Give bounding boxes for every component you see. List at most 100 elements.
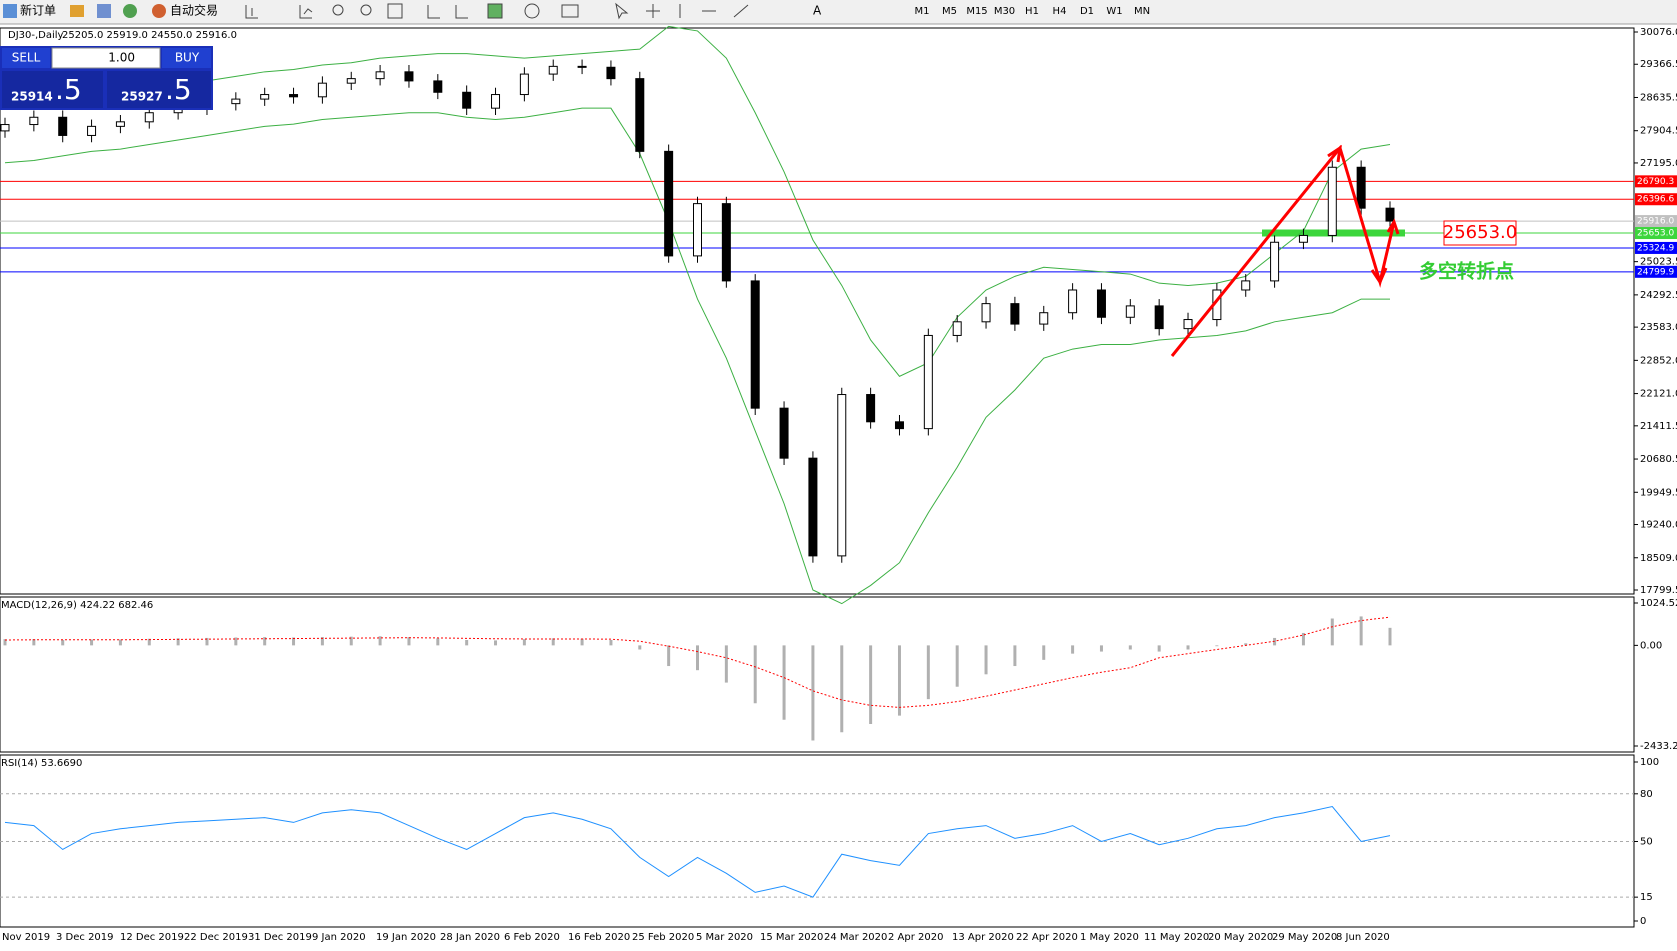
y-tick-label: 50 (1640, 837, 1653, 848)
icon[interactable] (70, 5, 84, 17)
y-tick-label: 15 (1640, 892, 1653, 903)
candle-body (1356, 166, 1366, 209)
sell-price[interactable]: 25914 (11, 90, 53, 104)
tile[interactable] (387, 3, 403, 19)
timeframe[interactable]: M5 (942, 6, 957, 17)
arrow-heads (1327, 144, 1400, 286)
icon[interactable] (123, 4, 137, 18)
x-tick-label: 25 Feb 2020 (632, 932, 694, 943)
level-tag (1635, 227, 1677, 240)
candle-body (721, 203, 731, 282)
candle-body (29, 116, 39, 126)
y-tick-label: 30076.0 (1640, 27, 1677, 38)
annotation-note: 多空转折点 (1419, 260, 1514, 283)
x-tick-label: 22 Dec 2019 (184, 932, 248, 943)
x-tick-label: 16 Feb 2020 (568, 932, 630, 943)
x-tick-label: 13 Apr 2020 (952, 932, 1014, 943)
candle-body (491, 94, 501, 109)
icon[interactable] (427, 2, 749, 20)
buy-price[interactable]: 25927 (121, 90, 163, 104)
icon[interactable] (245, 5, 313, 19)
sell-button[interactable] (2, 48, 50, 68)
zoom-out[interactable] (360, 4, 372, 16)
x-tick-label: 22 Apr 2020 (1016, 932, 1078, 943)
sell-label[interactable]: SELL (12, 51, 41, 65)
level-tag (1635, 193, 1677, 206)
y-tick-label: 27195.0 (1640, 158, 1677, 169)
candle-body (1327, 166, 1337, 236)
buy-price-box[interactable] (107, 71, 211, 108)
buy-price-fraction[interactable]: .5 (165, 73, 192, 106)
candle-body (462, 91, 472, 109)
y-tick-label: 19949.5 (1640, 487, 1677, 498)
timeframe[interactable]: H4 (1053, 6, 1067, 17)
x-tick-label: 15 Mar 2020 (760, 932, 823, 943)
y-tick-label: 1024.52 (1640, 598, 1677, 609)
timeframe[interactable]: M30 (994, 6, 1015, 17)
buy-button[interactable] (162, 48, 211, 68)
sell-price-box[interactable] (2, 71, 103, 108)
candle-body (750, 280, 760, 409)
x-tick-label: Nov 2019 (2, 932, 50, 943)
auto-trading-icon[interactable] (152, 4, 166, 18)
bollinger-upper (4, 25, 1391, 377)
candle-body (375, 71, 385, 80)
candle-body (115, 121, 125, 127)
y-tick-label: 29366.5 (1640, 59, 1677, 70)
timeframe[interactable]: W1 (1106, 6, 1122, 17)
candle-body (606, 66, 616, 80)
lots-input[interactable] (51, 47, 161, 69)
level-label: 25916.0 (1637, 217, 1674, 227)
trend-arrows (1170, 144, 1396, 357)
y-tick-label: 28635.5 (1640, 92, 1677, 103)
y-tick-label: 0 (1640, 916, 1646, 927)
timeframe-bar: M1 M5 M15 M30 H1 H4 D1 W1 MN (915, 6, 1151, 17)
y-tick-label: 27904.5 (1640, 126, 1677, 137)
sell-price-fraction[interactable]: .5 (55, 73, 82, 106)
auto-trading[interactable]: 自动交易 (170, 3, 218, 18)
candle-body (87, 125, 97, 136)
level-label: 25653.0 (1637, 229, 1674, 239)
main-pane (0, 27, 1635, 595)
rsi-line (4, 805, 1391, 898)
timeframe[interactable]: H1 (1025, 6, 1039, 17)
candle-body (923, 334, 933, 430)
candle-body (1154, 305, 1164, 330)
new-order-icon[interactable] (3, 4, 17, 18)
candle-body (404, 71, 414, 82)
y-tick-label: 22852.0 (1640, 355, 1677, 366)
candle-body (231, 98, 241, 105)
lots[interactable]: 1.00 (108, 51, 135, 65)
candle-body (144, 112, 154, 123)
timeframe[interactable]: M1 (915, 6, 930, 17)
new-order[interactable]: 新订单 (20, 3, 56, 18)
candle-body (0, 124, 10, 132)
text-tool[interactable]: A (813, 4, 822, 18)
x-tick-label: 11 May 2020 (1144, 932, 1209, 943)
candle-body (548, 65, 558, 75)
level-label: 26790.3 (1637, 177, 1674, 187)
timeframe[interactable]: D1 (1080, 6, 1094, 17)
y-tick-label: 19240.0 (1640, 520, 1677, 531)
candle-body (1068, 289, 1078, 314)
template[interactable] (561, 4, 579, 18)
timeframe[interactable]: M15 (966, 6, 987, 17)
zoom-in[interactable] (332, 4, 344, 16)
timeframe[interactable]: MN (1134, 6, 1150, 17)
clock[interactable] (524, 3, 540, 19)
candle-body (981, 303, 991, 323)
buy-label[interactable]: BUY (175, 51, 200, 65)
candle-body (866, 394, 876, 423)
x-tick-label: 9 Jan 2020 (312, 932, 366, 943)
icon[interactable] (97, 4, 111, 18)
macd-pane (0, 596, 1635, 753)
indicators[interactable] (487, 3, 503, 19)
x-tick-label: 1 May 2020 (1080, 932, 1139, 943)
ohlc: 25205.0 25919.0 24550.0 25916.0 (62, 30, 237, 41)
y-tick-label: 23583.0 (1640, 322, 1677, 333)
plot: 30076.0 29366.5 28635.5 27904.5 27195.0 25023… (0, 25, 1677, 943)
rsi-label: RSI(14) 53.6690 (1, 758, 82, 769)
candle-body (952, 321, 962, 336)
